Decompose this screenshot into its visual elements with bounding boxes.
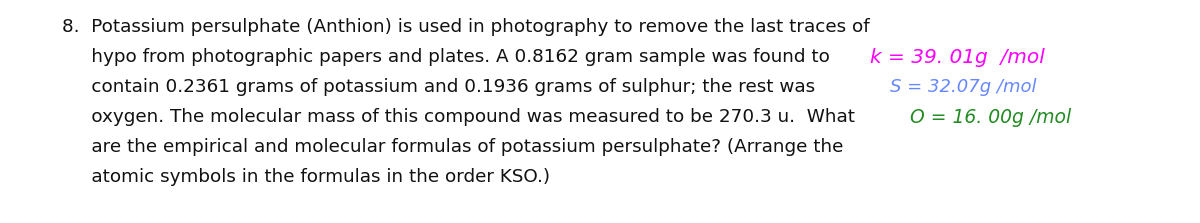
Text: S = 32.07g /mol: S = 32.07g /mol [890,78,1037,96]
Text: 8.  Potassium persulphate (Anthion) is used in photography to remove the last tr: 8. Potassium persulphate (Anthion) is us… [62,18,870,36]
Text: are the empirical and molecular formulas of potassium persulphate? (Arrange the: are the empirical and molecular formulas… [62,138,844,156]
Text: oxygen. The molecular mass of this compound was measured to be 270.3 u.  What: oxygen. The molecular mass of this compo… [62,108,854,126]
Text: hypo from photographic papers and plates. A 0.8162 gram sample was found to: hypo from photographic papers and plates… [62,48,830,66]
Text: contain 0.2361 grams of potassium and 0.1936 grams of sulphur; the rest was: contain 0.2361 grams of potassium and 0.… [62,78,815,96]
Text: O = 16. 00g /mol: O = 16. 00g /mol [910,108,1072,127]
Text: atomic symbols in the formulas in the order KSO.): atomic symbols in the formulas in the or… [62,168,550,186]
Text: k = 39. 01g  /mol: k = 39. 01g /mol [870,48,1045,67]
